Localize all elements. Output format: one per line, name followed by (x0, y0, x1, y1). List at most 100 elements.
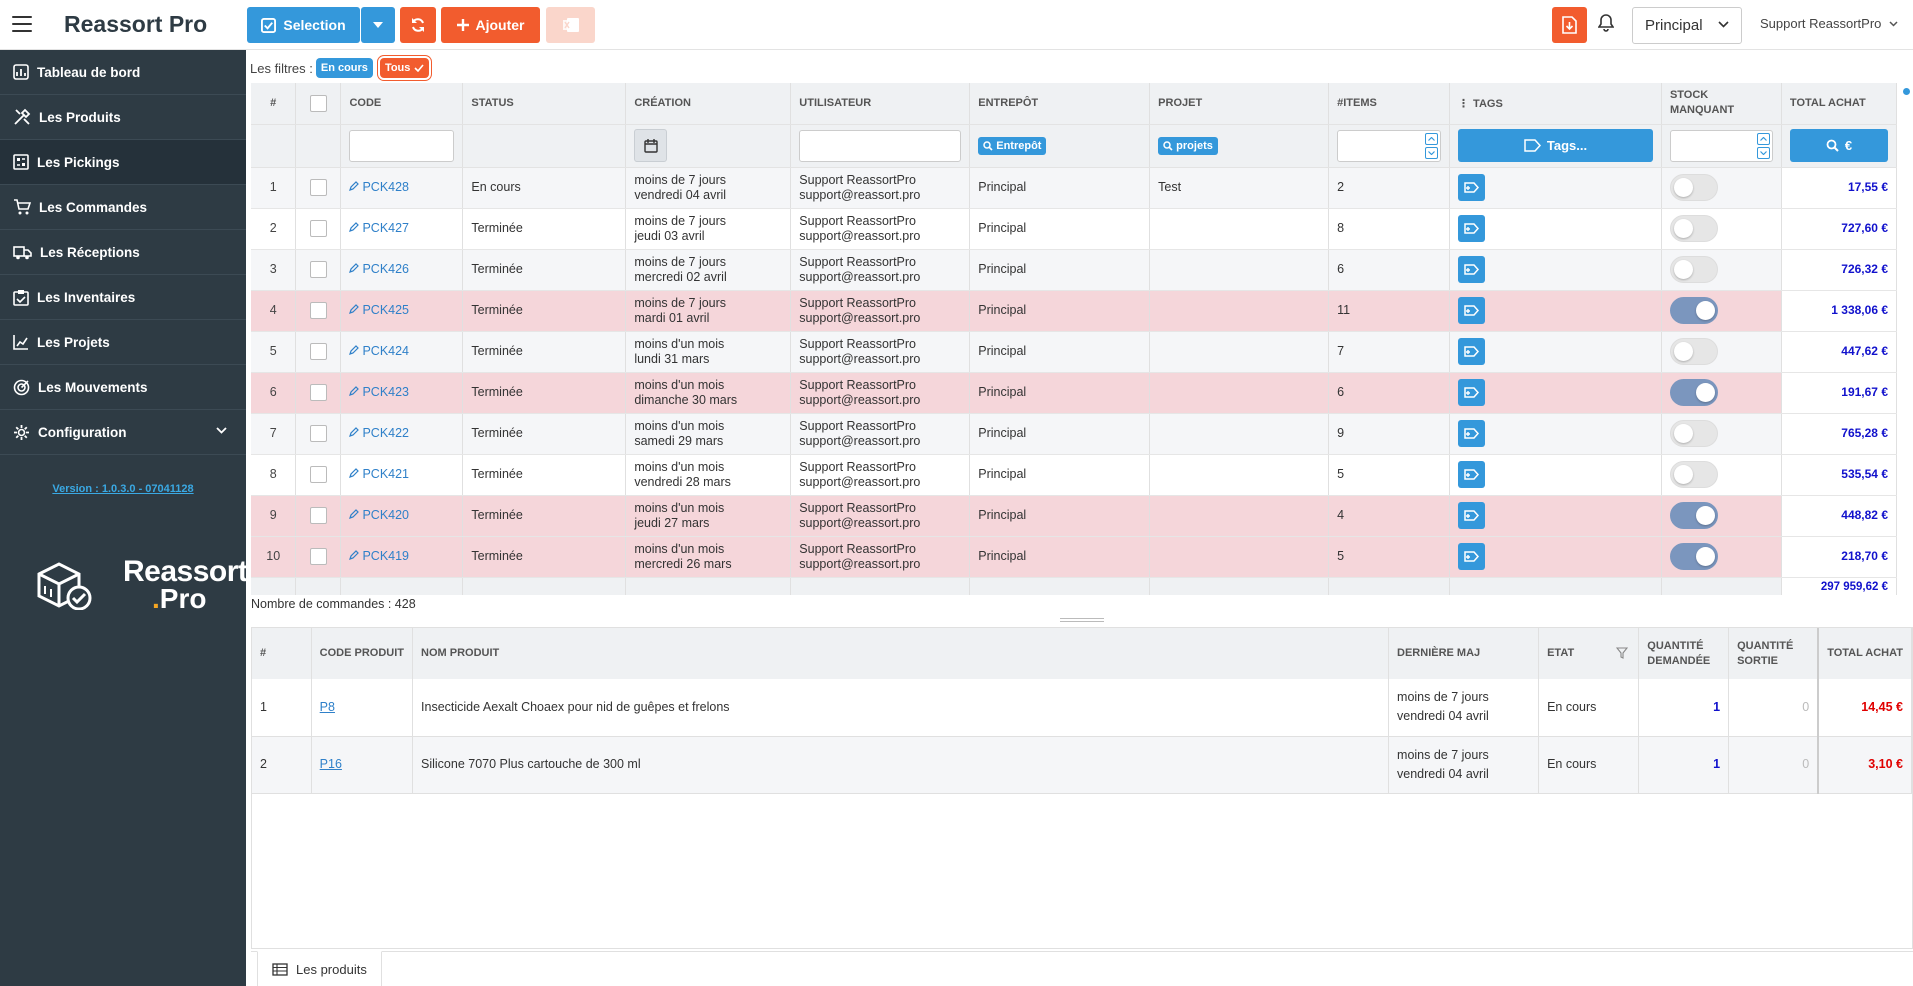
sidebar-item-products[interactable]: Les Produits (0, 95, 246, 140)
missing-stock-toggle[interactable] (1669, 174, 1718, 201)
table-row[interactable]: 2 PCK427 Terminée moins de 7 jours jeudi 03 … (251, 208, 1897, 250)
total-filter-button[interactable]: € (1789, 129, 1888, 162)
col-header-project[interactable]: PROJET (1149, 83, 1330, 125)
picking-code-link[interactable]: PCK427 (349, 221, 409, 236)
missing-stock-toggle[interactable] (1669, 379, 1718, 406)
table-row[interactable]: 5 PCK424 Terminée moins d'un mois lundi 31 m… (251, 331, 1897, 373)
select-all-checkbox[interactable] (309, 94, 327, 112)
table-row[interactable]: 6 PCK423 Terminée moins d'un mois dimanche 3… (251, 372, 1897, 414)
add-button[interactable]: Ajouter (441, 7, 540, 43)
table-row[interactable]: 3 PCK426 Terminée moins de 7 jours mercredi … (251, 249, 1897, 291)
sidebar-item-projects[interactable]: Les Projets (0, 320, 246, 365)
warehouse-select[interactable]: Principal (1632, 7, 1742, 44)
col-header-total[interactable]: TOTAL ACHAT (1817, 628, 1912, 679)
picking-code-link[interactable]: PCK422 (349, 426, 409, 441)
date-filter-button[interactable] (634, 129, 668, 162)
col-header-missing-stock[interactable]: STOCK MANQUANT (1661, 83, 1782, 125)
row-checkbox[interactable] (309, 548, 327, 565)
filter-chip-en-cours[interactable]: En cours (315, 58, 373, 78)
row-checkbox[interactable] (309, 425, 327, 442)
tags-filter-button[interactable]: Tags... (1458, 129, 1653, 162)
filter-chip-tous[interactable]: Tous (379, 58, 430, 78)
row-checkbox[interactable] (309, 384, 327, 401)
user-filter-input[interactable] (799, 129, 962, 162)
add-tag-button[interactable] (1458, 174, 1486, 201)
add-tag-button[interactable] (1458, 338, 1486, 365)
missing-stock-filter-spinner[interactable] (1669, 129, 1773, 162)
user-menu[interactable]: Support ReassortPro (1760, 16, 1898, 31)
add-tag-button[interactable] (1458, 256, 1486, 283)
col-header-num[interactable]: # (252, 628, 312, 679)
missing-stock-toggle[interactable] (1669, 502, 1718, 529)
missing-stock-toggle[interactable] (1669, 461, 1718, 488)
add-tag-button[interactable] (1458, 543, 1486, 570)
product-code-link[interactable]: P8 (319, 699, 335, 714)
picking-code-link[interactable]: PCK428 (349, 180, 409, 195)
col-header-items[interactable]: #ITEMS (1328, 83, 1451, 125)
col-header-product-code[interactable]: CODE PRODUIT (311, 628, 414, 679)
col-header-code[interactable]: CODE (340, 83, 464, 125)
download-button[interactable] (1552, 7, 1587, 43)
col-header-creation[interactable]: CRÉATION (625, 83, 792, 125)
sidebar-item-dashboard[interactable]: Tableau de bord (0, 50, 246, 95)
col-header-product-name[interactable]: NOM PRODUIT (412, 628, 1390, 679)
spinner-up-icon[interactable] (1425, 132, 1439, 145)
picking-code-link[interactable]: PCK423 (349, 385, 409, 400)
picking-code-link[interactable]: PCK424 (349, 344, 409, 359)
col-header-state[interactable]: ETAT (1538, 628, 1640, 679)
table-row[interactable]: 9 PCK420 Terminée moins d'un mois jeudi 27 m… (251, 495, 1897, 537)
drag-handle-icon[interactable]: ⋮ (1458, 97, 1470, 110)
project-filter-button[interactable]: projets (1158, 136, 1218, 155)
table-row[interactable]: 1 P8 Insecticide Aexalt Choaex pour nid … (252, 679, 1912, 737)
col-header-last-update[interactable]: DERNIÈRE MAJ (1388, 628, 1540, 679)
picking-code-link[interactable]: PCK419 (349, 549, 409, 564)
col-header-status[interactable]: STATUS (462, 83, 627, 125)
col-header-total[interactable]: TOTAL ACHAT (1781, 83, 1897, 125)
row-checkbox[interactable] (309, 261, 327, 278)
col-header-warehouse[interactable]: ENTREPÔT (969, 83, 1151, 125)
col-header-user[interactable]: UTILISATEUR (790, 83, 971, 125)
refresh-button[interactable] (400, 7, 436, 43)
row-checkbox[interactable] (309, 220, 327, 237)
code-filter-input[interactable] (349, 129, 455, 162)
missing-stock-toggle[interactable] (1669, 256, 1718, 283)
col-header-num[interactable]: # (251, 83, 297, 125)
table-row[interactable]: 7 PCK422 Terminée moins d'un mois samedi 29 … (251, 413, 1897, 455)
bell-icon[interactable] (1597, 14, 1615, 35)
sidebar-item-inventories[interactable]: Les Inventaires (0, 275, 246, 320)
split-handle[interactable] (1060, 616, 1104, 622)
table-row[interactable]: 4 PCK425 Terminée moins de 7 jours mardi 01 … (251, 290, 1897, 332)
missing-stock-toggle[interactable] (1669, 215, 1718, 242)
add-tag-button[interactable] (1458, 461, 1486, 488)
col-header-qty-requested[interactable]: QUANTITÉ DEMANDÉE (1638, 628, 1730, 679)
sidebar-item-receptions[interactable]: Les Réceptions (0, 230, 246, 275)
sidebar-item-movements[interactable]: Les Mouvements (0, 365, 246, 410)
table-row[interactable]: 10 PCK419 Terminée moins d'un mois mercredi … (251, 536, 1897, 578)
spinner-up-icon[interactable] (1756, 132, 1770, 145)
picking-code-link[interactable]: PCK426 (349, 262, 409, 277)
add-tag-button[interactable] (1458, 215, 1486, 242)
col-header-qty-out[interactable]: QUANTITÉ SORTIE (1728, 628, 1819, 679)
add-tag-button[interactable] (1458, 420, 1486, 447)
row-checkbox[interactable] (309, 179, 327, 196)
filter-icon[interactable] (1616, 647, 1629, 659)
missing-stock-toggle[interactable] (1669, 297, 1718, 324)
table-row[interactable]: 1 PCK428 En cours moins de 7 jours vendredi … (251, 167, 1897, 209)
sidebar-item-configuration[interactable]: Configuration (0, 410, 246, 455)
row-checkbox[interactable] (309, 466, 327, 483)
row-checkbox[interactable] (309, 302, 327, 319)
missing-stock-toggle[interactable] (1669, 543, 1718, 570)
tab-products[interactable]: Les produits (257, 951, 382, 986)
row-checkbox[interactable] (309, 507, 327, 524)
version-link[interactable]: Version : 1.0.3.0 - 07041128 (52, 483, 194, 495)
picking-code-link[interactable]: PCK421 (349, 467, 409, 482)
picking-code-link[interactable]: PCK425 (349, 303, 409, 318)
col-header-tags[interactable]: ⋮ TAGS (1449, 83, 1662, 125)
table-row[interactable]: 8 PCK421 Terminée moins d'un mois vendredi 2… (251, 454, 1897, 496)
add-tag-button[interactable] (1458, 297, 1486, 324)
table-row[interactable]: 2 P16 Silicone 7070 Plus cartouche de 30… (252, 736, 1912, 794)
menu-icon[interactable] (12, 16, 32, 32)
missing-stock-toggle[interactable] (1669, 420, 1718, 447)
excel-export-button[interactable] (546, 7, 595, 43)
items-filter-spinner[interactable] (1337, 129, 1442, 162)
